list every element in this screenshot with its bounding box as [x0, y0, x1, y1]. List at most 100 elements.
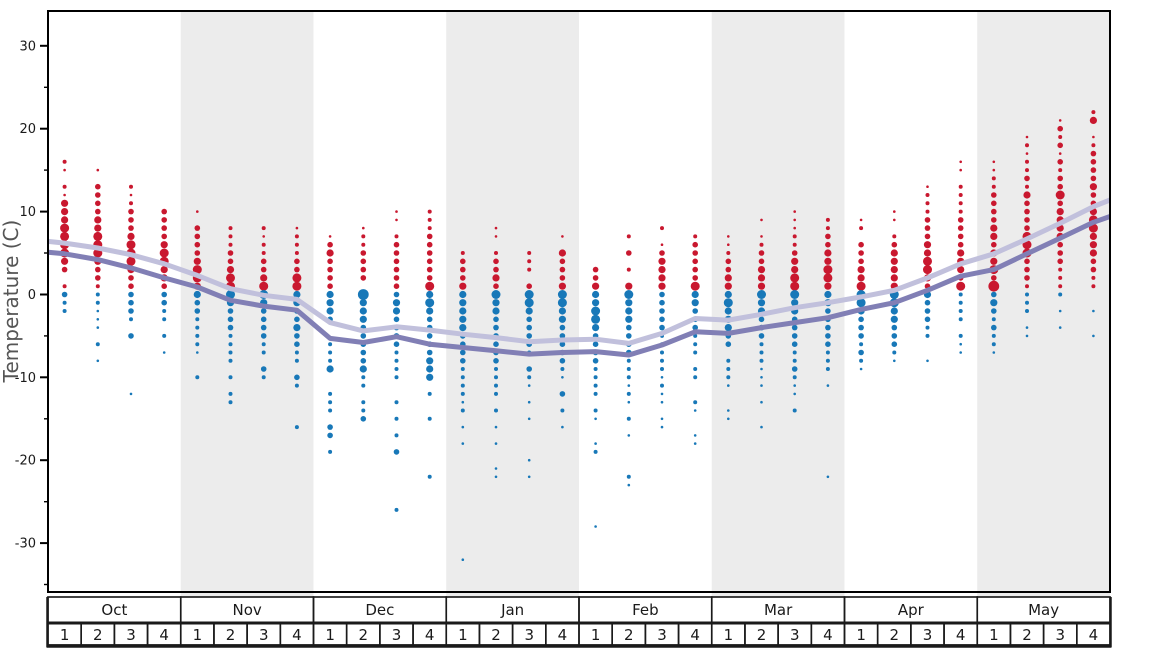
min-temp-dot — [559, 358, 566, 364]
max-temp-dot — [692, 258, 698, 265]
dot-column-may-w2 — [1022, 135, 1032, 338]
max-temp-dot — [791, 266, 799, 274]
max-temp-dot — [1025, 159, 1029, 164]
dot-column-dec-w3 — [392, 210, 401, 512]
week-cell-mar-2: 2 — [757, 626, 767, 644]
min-temp-dot — [1092, 309, 1095, 313]
min-temp-dot — [626, 333, 632, 339]
min-temp-dot — [493, 316, 499, 323]
max-temp-dot — [492, 274, 500, 282]
min-temp-dot — [392, 307, 401, 315]
max-temp-dot — [558, 282, 567, 290]
min-temp-dot — [558, 307, 567, 315]
min-temp-dot — [162, 351, 166, 354]
max-temp-dot — [559, 266, 566, 273]
max-temp-dot — [990, 232, 998, 240]
max-temp-dot — [1089, 249, 1097, 257]
week-cell-dec-4: 4 — [425, 626, 435, 644]
max-temp-dot — [128, 283, 134, 290]
min-temp-dot — [293, 290, 301, 299]
max-temp-dot — [260, 266, 267, 273]
dot-column-oct-w2 — [93, 168, 103, 363]
week-cell-jan-2: 2 — [491, 626, 501, 644]
shaded-band-jan — [446, 12, 579, 597]
max-temp-dot — [924, 233, 931, 240]
max-temp-dot — [261, 226, 266, 231]
max-temp-dot — [658, 274, 666, 282]
min-temp-dot — [724, 290, 732, 299]
min-temp-dot — [1025, 300, 1029, 305]
max-temp-dot — [758, 250, 765, 256]
min-temp-dot — [626, 358, 631, 363]
max-temp-dot — [1090, 167, 1097, 173]
max-temp-dot — [559, 275, 566, 281]
min-temp-dot — [261, 375, 266, 380]
min-temp-dot — [129, 317, 133, 322]
max-temp-dot — [791, 257, 799, 265]
max-temp-dot — [1058, 267, 1063, 272]
min-temp-dot — [394, 350, 399, 355]
min-temp-dot — [659, 299, 665, 306]
max-temp-dot — [94, 216, 102, 224]
max-temp-dot — [228, 234, 233, 239]
min-temp-dot — [693, 375, 698, 380]
month-cell-feb: Feb — [632, 601, 659, 619]
max-temp-dot — [992, 160, 996, 164]
min-temp-dot — [195, 333, 200, 338]
min-temp-dot — [394, 375, 399, 380]
max-temp-dot — [1024, 275, 1030, 281]
dot-column-feb-w2 — [624, 234, 634, 487]
min-temp-dot — [361, 375, 366, 380]
month-cell-oct: Oct — [101, 601, 127, 619]
dot-column-jan-w3 — [524, 251, 534, 479]
min-temp-dot — [626, 367, 631, 371]
min-temp-dot — [426, 349, 433, 356]
min-temp-dot — [62, 309, 67, 313]
max-temp-dot — [957, 241, 964, 248]
min-temp-dot — [294, 425, 299, 430]
week-cell-may-1: 1 — [989, 626, 999, 644]
week-cell-dec-1: 1 — [325, 626, 335, 644]
max-temp-dot — [1057, 175, 1063, 182]
min-temp-dot — [693, 409, 697, 412]
max-temp-dot — [94, 224, 102, 232]
max-temp-dot — [394, 234, 399, 239]
max-temp-dot — [925, 209, 930, 214]
plot-frame — [47, 10, 1111, 593]
plot-border — [47, 10, 1111, 593]
min-temp-dot — [96, 359, 100, 363]
min-temp-dot — [459, 315, 467, 323]
min-temp-dot — [1025, 309, 1029, 313]
week-cell-may-2: 2 — [1022, 626, 1032, 644]
max-temp-dot — [1057, 250, 1063, 256]
max-temp-dot — [427, 226, 432, 231]
min-temp-dot — [791, 299, 799, 307]
min-temp-dot — [361, 400, 366, 405]
min-temp-dot — [924, 308, 931, 314]
min-temp-dot — [394, 433, 399, 438]
max-temp-dot — [128, 217, 134, 223]
min-temp-dot — [62, 300, 67, 305]
min-temp-dot — [527, 375, 532, 380]
max-temp-dot — [660, 226, 664, 231]
max-temp-dot — [526, 283, 532, 290]
max-temp-dot — [757, 282, 766, 290]
min-temp-dot — [760, 376, 763, 379]
min-temp-dot — [461, 425, 465, 429]
max-temp-dot — [60, 231, 70, 241]
min-temp-dot — [560, 408, 565, 413]
min-temp-dot — [394, 507, 399, 512]
dot-column-feb-w3 — [658, 226, 666, 429]
max-temp-dot — [825, 241, 831, 248]
min-temp-dot — [493, 324, 499, 331]
max-temp-dot — [493, 258, 499, 265]
max-temp-dot — [725, 258, 732, 265]
min-temp-dot — [1058, 309, 1062, 313]
min-temp-dot — [294, 358, 299, 363]
min-temp-dot — [825, 308, 831, 314]
max-temp-dot — [196, 210, 199, 213]
max-temp-dot — [1090, 159, 1097, 165]
max-temp-dot — [260, 258, 267, 265]
min-temp-dot — [461, 442, 465, 445]
max-temp-dot — [261, 242, 266, 247]
